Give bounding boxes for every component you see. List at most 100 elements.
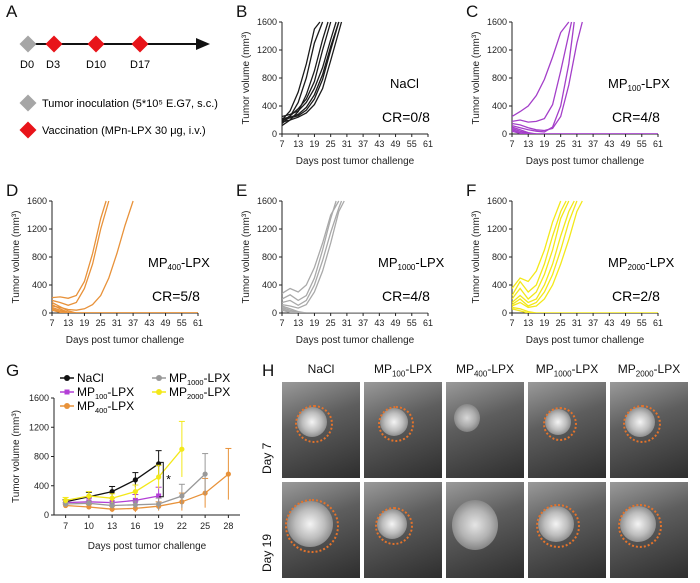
- arrowhead-icon: [196, 38, 210, 50]
- y-tick-label: 800: [262, 252, 277, 262]
- y-tick-label: 1600: [27, 196, 47, 206]
- y-tick-label: 0: [272, 308, 277, 318]
- group-label-suffix: -LPX: [645, 255, 674, 270]
- panel-letter-f: F: [466, 181, 477, 200]
- imaging-column-header: MP400-LPX: [446, 362, 524, 378]
- legend-label-suffix: -LPX: [204, 385, 231, 399]
- x-tick-label: 55: [407, 318, 417, 328]
- group-label-sub: 2000: [628, 263, 646, 272]
- x-tick-label: 37: [588, 139, 598, 149]
- column-name: NaCl: [307, 362, 335, 376]
- y-tick-label: 400: [262, 280, 277, 290]
- growth-curve-8: [282, 309, 428, 313]
- data-point: [179, 446, 185, 452]
- x-tick-label: 25: [200, 521, 210, 531]
- growth-curve-5: [52, 304, 198, 313]
- gray-diamond-icon: [19, 35, 37, 53]
- x-tick-label: 13: [523, 318, 533, 328]
- legend-label-sub: 1000: [187, 378, 204, 387]
- x-tick-label: 10: [84, 521, 94, 531]
- x-tick-label: 49: [391, 139, 401, 149]
- y-tick-label: 400: [492, 101, 507, 111]
- x-tick-label: 61: [423, 139, 433, 149]
- cr-label: CR=0/8: [382, 109, 430, 125]
- x-tick-label: 25: [96, 318, 106, 328]
- column-name: MP: [373, 362, 392, 376]
- growth-curve-2: [52, 200, 110, 306]
- data-point: [109, 506, 115, 512]
- data-point: [132, 497, 138, 503]
- x-axis-label: Days post tumor challenge: [296, 156, 415, 167]
- column-name-suffix: -LPX: [405, 362, 433, 376]
- group-label: MP400-LPX: [148, 255, 210, 272]
- x-tick-label: 37: [358, 139, 368, 149]
- x-axis-label: Days post tumor challenge: [66, 335, 185, 346]
- legend-label-sub: 100: [95, 392, 107, 401]
- y-tick-label: 1600: [29, 393, 49, 403]
- x-tick-label: 61: [653, 318, 663, 328]
- x-tick-label: 28: [223, 521, 233, 531]
- imaging-column-header: NaCl: [282, 362, 360, 376]
- mouse-image-day19: [528, 482, 606, 578]
- mouse-image-day7: [282, 382, 360, 478]
- group-label: MP2000-LPX: [608, 255, 675, 272]
- imaging-column-headers: NaCl MP100-LPX MP400-LPX MP1000-LPX MP2000-L…: [282, 362, 698, 382]
- x-tick-label: 43: [374, 318, 384, 328]
- y-tick-label: 800: [34, 452, 49, 462]
- x-tick-label: 19: [309, 318, 319, 328]
- y-tick-label: 0: [44, 510, 49, 520]
- data-point: [132, 477, 138, 483]
- legend-label: NaCl: [77, 371, 104, 385]
- data-point: [156, 493, 162, 499]
- x-tick-label: 25: [556, 139, 566, 149]
- x-tick-label: 25: [326, 139, 336, 149]
- gray-diamond-icon: [19, 94, 37, 112]
- growth-curve-5: [282, 305, 428, 313]
- data-point: [156, 501, 162, 507]
- mouse-image-day19: [364, 482, 442, 578]
- legend-label-main: MP: [169, 371, 187, 385]
- growth-curve-8: [282, 21, 343, 123]
- tumor-outline: [285, 499, 339, 553]
- y-tick-label: 1200: [27, 224, 47, 234]
- imaging-column-header: MP2000-LPX: [610, 362, 688, 378]
- panel-letter-b: B: [236, 2, 248, 21]
- group-label-sub: 100: [628, 84, 642, 93]
- data-point: [109, 489, 115, 495]
- legend-label-main: NaCl: [77, 371, 104, 385]
- y-tick-label: 1200: [257, 224, 277, 234]
- x-axis-label: Days post tumor challenge: [296, 335, 415, 346]
- cr-label: CR=5/8: [152, 288, 200, 304]
- imaging-column-header: MP1000-LPX: [528, 362, 606, 378]
- data-point: [86, 493, 92, 499]
- growth-curve-8: [512, 130, 658, 134]
- significance-asterisk: *: [166, 473, 171, 487]
- growth-curve-6: [282, 306, 428, 313]
- tumor-outline: [623, 405, 661, 443]
- growth-curve-6: [282, 21, 340, 120]
- cr-label: CR=4/8: [612, 109, 660, 125]
- column-name-sub: 400: [473, 369, 488, 379]
- growth-curve-6: [512, 200, 583, 309]
- day-label: D10: [86, 59, 106, 71]
- y-tick-label: 800: [492, 252, 507, 262]
- x-axis-label: Days post tumor challenge: [526, 335, 645, 346]
- legend-swatch-marker: [156, 375, 162, 381]
- x-tick-label: 55: [637, 318, 647, 328]
- y-tick-label: 400: [32, 280, 47, 290]
- x-tick-label: 19: [309, 139, 319, 149]
- growth-curve-3: [512, 200, 570, 300]
- x-tick-label: 25: [556, 318, 566, 328]
- x-tick-label: 31: [342, 139, 352, 149]
- column-name-sub: 100: [391, 369, 406, 379]
- imaging-grid: NaCl MP100-LPX MP400-LPX MP1000-LPX MP2000-L…: [260, 362, 698, 582]
- panel-letter-h: H: [262, 361, 275, 380]
- y-tick-label: 1200: [257, 45, 277, 55]
- data-point: [132, 502, 138, 508]
- legend-label: MP2000-LPX: [169, 385, 230, 401]
- y-tick-label: 1200: [487, 45, 507, 55]
- x-tick-label: 7: [49, 318, 54, 328]
- data-point: [156, 474, 162, 480]
- x-tick-label: 7: [63, 521, 68, 531]
- tumor-outline: [378, 406, 414, 442]
